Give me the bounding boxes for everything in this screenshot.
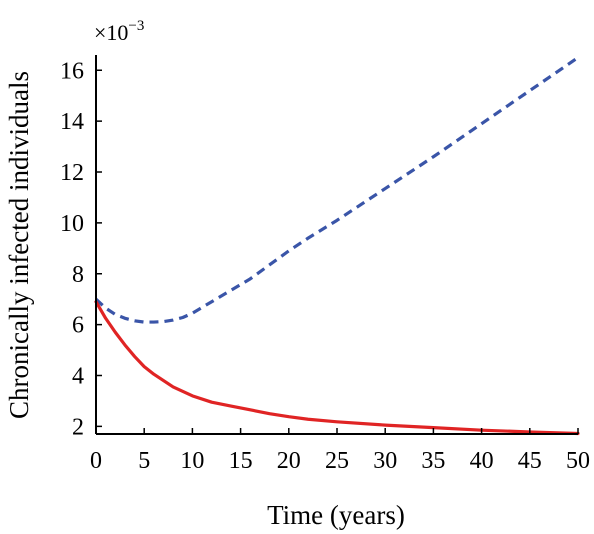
- x-tick-label: 40: [470, 448, 494, 474]
- y-tick-label: 4: [72, 363, 84, 389]
- y-tick-label: 2: [72, 414, 84, 440]
- axes-layer: 0 5 10 15 20 25 30 35 40 45 50 2 4 6 8 10 12 14 16: [60, 55, 590, 474]
- y-multiplier-exponent: −3: [128, 18, 144, 34]
- x-tick-label: 30: [373, 448, 397, 474]
- x-tick-label: 45: [518, 448, 542, 474]
- x-tick-label: 5: [138, 448, 150, 474]
- x-tick-label: 0: [90, 448, 102, 474]
- y-tick-label: 14: [60, 109, 84, 135]
- y-tick-label: 6: [72, 313, 84, 339]
- x-axis-title: Time (years): [267, 500, 405, 530]
- y-tick-label: 16: [60, 58, 84, 84]
- x-tick-label: 35: [421, 448, 445, 474]
- x-tick-label: 10: [180, 448, 204, 474]
- y-multiplier: ×10−3: [94, 18, 144, 45]
- y-tick-label: 12: [60, 160, 84, 186]
- y-axis-title: Chronically infected individuals: [4, 71, 34, 419]
- x-tick-label: 15: [229, 448, 253, 474]
- x-tick-label: 20: [277, 448, 301, 474]
- series-layer: [94, 56, 580, 436]
- series-line-solid-red: [94, 300, 580, 436]
- y-tick-label: 10: [60, 211, 84, 237]
- y-tick-label: 8: [72, 262, 84, 288]
- x-tick-label: 25: [325, 448, 349, 474]
- x-tick-label: 50: [566, 448, 590, 474]
- series-line-dashed-blue: [94, 56, 579, 324]
